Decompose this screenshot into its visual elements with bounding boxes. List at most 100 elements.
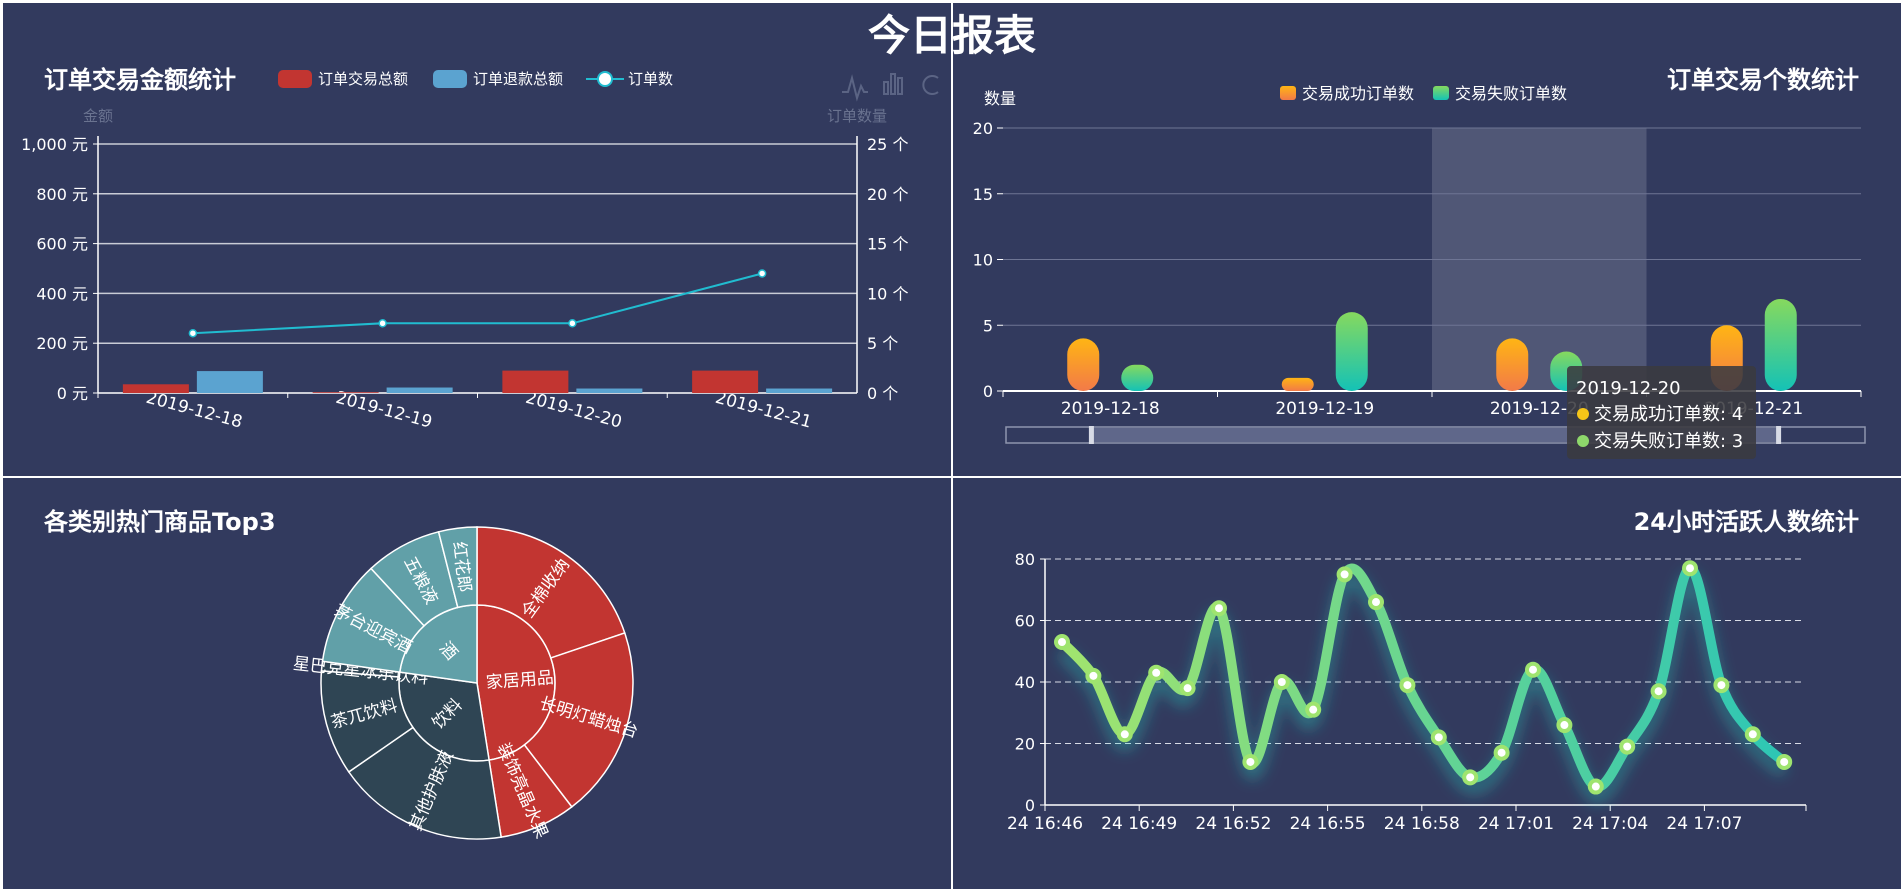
bar[interactable]	[122, 384, 189, 393]
y-tick-label: 80	[1015, 550, 1035, 569]
line-point[interactable]	[1430, 729, 1447, 746]
line-point[interactable]	[1525, 661, 1541, 678]
legend-label[interactable]: 订单交易总额	[318, 70, 408, 88]
bar[interactable]	[576, 388, 643, 393]
x-tick-label: 2019-12-18	[1061, 399, 1160, 419]
line-point[interactable]	[1242, 753, 1259, 770]
bar[interactable]	[1764, 298, 1797, 391]
line-point-core	[1372, 598, 1380, 607]
line-point[interactable]	[1054, 634, 1070, 651]
x-tick-label: 24 16:55	[1290, 814, 1366, 834]
tooltip-box	[1567, 366, 1756, 459]
line-point-core	[1152, 668, 1161, 677]
bar[interactable]	[1335, 312, 1368, 391]
bar[interactable]	[1281, 377, 1314, 391]
line-point-core	[1717, 681, 1726, 690]
legend-label[interactable]: 订单退款总额	[473, 70, 563, 88]
bar[interactable]	[502, 370, 569, 393]
line-point[interactable]	[1148, 664, 1165, 681]
y-tick-label-left: 600 元	[36, 235, 88, 254]
line-point[interactable]	[1273, 674, 1290, 690]
refresh-icon[interactable]	[922, 75, 939, 95]
y-tick-label: 40	[1015, 673, 1035, 692]
line-point[interactable]	[1587, 778, 1604, 795]
y-tick-label: 60	[1015, 612, 1035, 631]
y-tick-label-left: 800 元	[36, 185, 88, 204]
panel-title: 24小时活跃人数统计	[1634, 508, 1859, 536]
y-tick-label-right: 0 个	[867, 384, 898, 403]
line-point[interactable]	[1116, 726, 1133, 743]
line-chart-icon[interactable]	[842, 74, 868, 102]
line-point[interactable]	[1336, 566, 1353, 583]
line-point[interactable]	[1179, 680, 1196, 697]
sunburst-outer-segment[interactable]	[523, 631, 634, 808]
bar[interactable]	[196, 371, 263, 393]
line-point[interactable]	[378, 319, 387, 328]
line-point[interactable]	[1211, 600, 1227, 617]
line-point[interactable]	[568, 319, 577, 328]
tooltip-marker	[1577, 435, 1589, 447]
legend-label[interactable]: 交易失败订单数	[1455, 84, 1567, 103]
datazoom-handle-left[interactable]	[1088, 426, 1094, 444]
line-point[interactable]	[1776, 753, 1793, 770]
line-point[interactable]	[1650, 683, 1667, 700]
bar[interactable]	[386, 387, 453, 393]
bar[interactable]	[692, 370, 759, 393]
panel-title: 各类别热门商品Top3	[43, 508, 276, 536]
line-point[interactable]	[1713, 677, 1730, 694]
line-point-core	[1686, 564, 1694, 573]
bar[interactable]	[1067, 338, 1100, 391]
legend-swatch[interactable]	[1280, 86, 1296, 100]
line-point[interactable]	[1682, 560, 1698, 577]
line-point[interactable]	[1556, 717, 1573, 734]
line-point-core	[1529, 665, 1537, 674]
bar[interactable]	[1496, 338, 1529, 391]
line-point[interactable]	[1744, 726, 1761, 743]
line-point[interactable]	[757, 269, 767, 278]
bar[interactable]	[766, 388, 833, 393]
line-point[interactable]	[1462, 769, 1479, 786]
bar-chart-icon[interactable]	[883, 73, 903, 95]
line-point-core	[1309, 705, 1318, 714]
line-point-core	[1434, 733, 1443, 742]
line-point-core	[1591, 782, 1600, 791]
x-tick-label: 24 16:46	[1007, 814, 1083, 834]
sunburst-outer-segment[interactable]	[347, 726, 503, 840]
legend-label[interactable]: 交易成功订单数	[1302, 84, 1414, 103]
sunburst-outer-segment[interactable]	[437, 526, 478, 609]
bar[interactable]	[1121, 364, 1154, 391]
legend-swatch[interactable]	[278, 70, 312, 88]
line-point-core	[1120, 730, 1129, 739]
x-tick-label: 2019-12-19	[1275, 399, 1374, 419]
legend-swatch[interactable]	[433, 70, 467, 88]
toolbox	[842, 73, 903, 102]
line-point[interactable]	[1399, 677, 1416, 694]
line-point[interactable]	[1493, 744, 1510, 761]
line-point[interactable]	[1619, 738, 1636, 755]
line-point-core	[1183, 684, 1192, 693]
line-point[interactable]	[1085, 667, 1102, 684]
line-point[interactable]	[1305, 701, 1322, 718]
line-point-core	[1277, 678, 1286, 686]
bar[interactable]	[312, 392, 379, 393]
x-tick-label: 24 17:07	[1666, 814, 1742, 834]
bar-chart-icon-bar	[890, 73, 896, 95]
line-point-core	[1497, 748, 1506, 757]
legend-swatch[interactable]	[1433, 86, 1449, 100]
sunburst-outer-segment[interactable]	[476, 526, 626, 659]
panel-title: 订单交易个数统计	[1667, 66, 1859, 94]
panel-background	[953, 478, 1901, 889]
x-tick-label: 24 17:04	[1572, 814, 1648, 834]
line-point[interactable]	[188, 328, 198, 338]
y-tick-label: 15	[973, 185, 993, 204]
tooltip-item: 交易成功订单数: 4	[1594, 404, 1743, 425]
line-point[interactable]	[1368, 594, 1384, 611]
y-tick-label-right: 5 个	[867, 334, 898, 353]
legend-marker[interactable]	[597, 71, 613, 87]
line-point-core	[1654, 687, 1663, 696]
datazoom-handle-right[interactable]	[1776, 426, 1782, 444]
legend-label[interactable]: 订单数	[628, 70, 673, 88]
line-point-core	[1748, 730, 1757, 739]
